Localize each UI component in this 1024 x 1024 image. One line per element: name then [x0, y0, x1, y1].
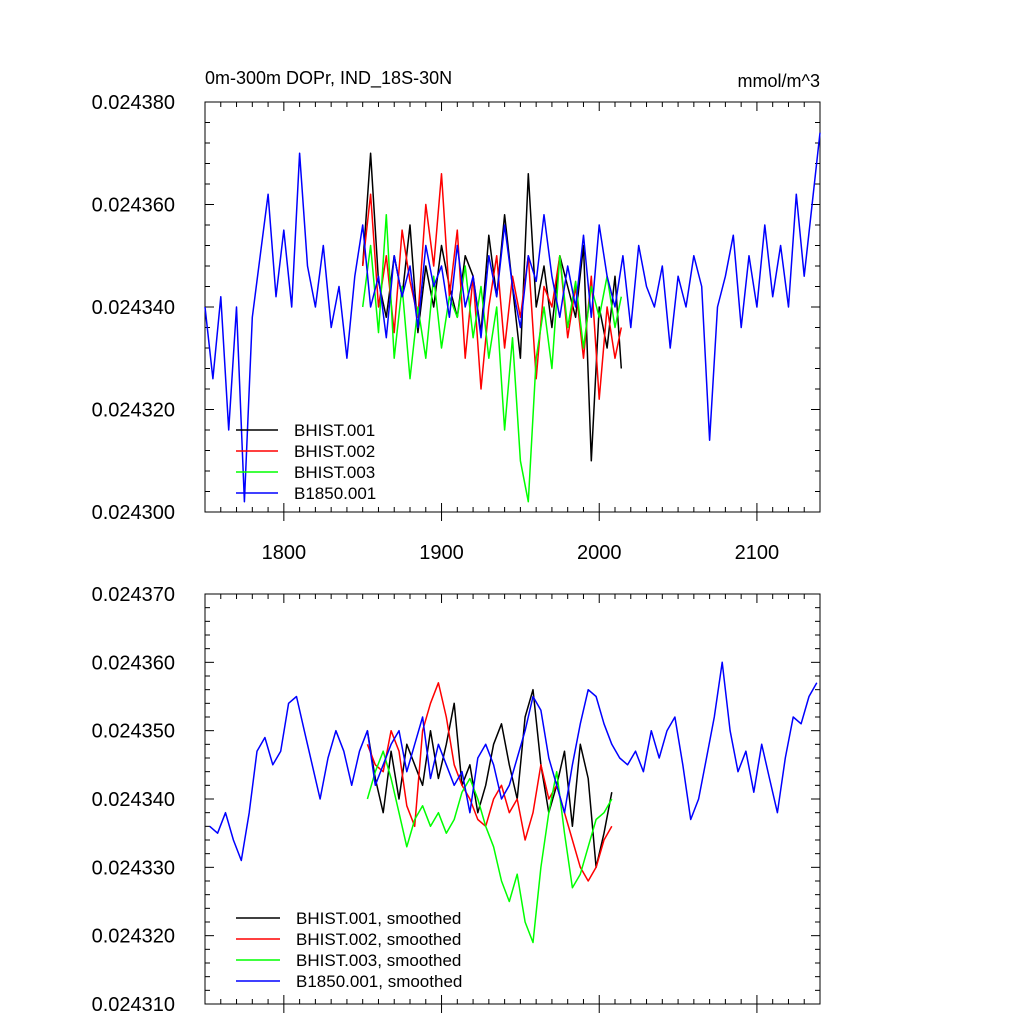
y-tick-label: 0.024310: [92, 994, 175, 1016]
series-line-b1850-001: [204, 132, 821, 503]
y-tick-label: 0.024370: [92, 584, 175, 606]
annual-panel: 0.024300 0.024320 0.024340 0.024360 0.024380…: [92, 92, 821, 564]
legend-label: B1850.001, smoothed: [296, 972, 462, 991]
y-tick-label: 0.024320: [92, 926, 175, 948]
series-line-b1850-001-smoothed: [209, 661, 818, 862]
legend-label: BHIST.002, smoothed: [296, 930, 461, 949]
x-tick-label: 1800: [262, 542, 307, 564]
y-tick-label: 0.024300: [92, 502, 175, 524]
x-tick-label: 1900: [419, 542, 464, 564]
x-tick-label: 2100: [735, 542, 780, 564]
units-label: mmol/m^3: [738, 71, 820, 91]
legend-label: B1850.001: [294, 484, 376, 503]
y-tick-label: 0.024360: [92, 652, 175, 674]
y-tick-label: 0.024380: [92, 92, 175, 114]
legend-label: BHIST.001, smoothed: [296, 909, 461, 928]
legend-label: BHIST.002: [294, 442, 375, 461]
series-line-bhist-002-smoothed: [366, 682, 613, 882]
legend-label: BHIST.001: [294, 421, 375, 440]
chart-title: 0m-300m DOPr, IND_18S-30N: [205, 68, 452, 89]
y-tick-label: 0.024330: [92, 857, 175, 879]
x-tick-label: 2000: [577, 542, 622, 564]
y-tick-label: 0.024360: [92, 195, 175, 217]
legend-label: BHIST.003, smoothed: [296, 951, 461, 970]
series-line-bhist-002: [361, 173, 623, 400]
series-line-bhist-001-smoothed: [366, 688, 613, 869]
y-tick-label: 0.024340: [92, 789, 175, 811]
series-line-bhist-003: [361, 213, 623, 503]
y-tick-label: 0.024320: [92, 400, 175, 422]
series-line-bhist-003-smoothed: [366, 750, 613, 944]
y-tick-label: 0.024350: [92, 721, 175, 743]
legend-label: BHIST.003: [294, 463, 375, 482]
smoothed-panel: 0.024310 0.024320 0.024330 0.024340 0.024350…: [92, 584, 821, 1016]
y-tick-label: 0.024340: [92, 297, 175, 319]
series-line-bhist-001: [361, 152, 623, 462]
